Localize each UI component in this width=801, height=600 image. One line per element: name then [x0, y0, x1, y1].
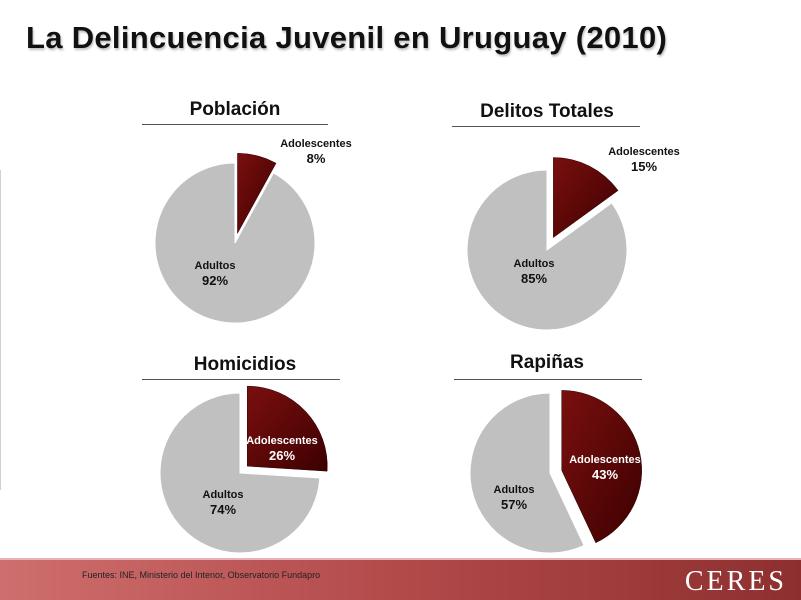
- ceres-logo: CERES: [684, 566, 787, 597]
- slice-label-adultos: Adultos: [203, 489, 244, 501]
- pie-slice-adultos: [154, 162, 316, 324]
- title-rule: [452, 126, 640, 127]
- title-rule: [142, 379, 340, 380]
- source-note: Fuentes: INE, Ministerio del Intenor, Ob…: [82, 570, 321, 580]
- value-label-adolescentes: 43%: [592, 467, 618, 482]
- pie-slice-adolescentes: [237, 153, 277, 234]
- slice-label-adultos: Adultos: [195, 260, 236, 272]
- slice-label-adolescentes: Adolescentes: [246, 435, 318, 447]
- chart-title: Homicidios: [193, 354, 297, 375]
- pie-slice-adultos: [469, 392, 585, 554]
- value-label-adolescentes: 8%: [307, 151, 326, 166]
- pie-slice-adolescentes: [561, 390, 642, 544]
- pie-panel-rapinas: Rapiñas Adolescentes 43% Adultos 57%: [432, 348, 662, 578]
- slice-label-adultos: Adultos: [494, 484, 535, 496]
- chart-title: Delitos Totales: [480, 101, 614, 122]
- value-label-adultos: 92%: [202, 273, 228, 288]
- value-label-adultos: 85%: [521, 271, 547, 286]
- value-label-adolescentes: 15%: [631, 159, 657, 174]
- title-rule: [454, 379, 642, 380]
- slice-label-adolescentes: Adolescentes: [280, 138, 352, 150]
- value-label-adultos: 57%: [501, 497, 527, 512]
- pie-slice-adolescentes: [247, 385, 328, 472]
- slice-label-adultos: Adultos: [514, 258, 555, 270]
- footer-highlight: [0, 558, 801, 560]
- slice-label-adolescentes: Adolescentes: [569, 454, 641, 466]
- pie-slice-adultos: [159, 392, 321, 554]
- chart-title: Rapiñas: [510, 352, 584, 373]
- slice-label-adolescentes: Adolescentes: [608, 146, 680, 158]
- pie-slice-adultos: [466, 169, 628, 331]
- left-edge-line: [0, 170, 1, 490]
- pie-slice-adolescentes: [553, 157, 619, 239]
- pie-panel-poblacion: Población Adolescentes 8% Adultos 92%: [120, 95, 352, 325]
- footer-band: [0, 560, 801, 600]
- value-label-adultos: 74%: [210, 502, 236, 517]
- pie-panel-homicidios: Homicidios Adolescentes 26% Adultos 74%: [130, 348, 360, 578]
- value-label-adolescentes: 26%: [269, 448, 295, 463]
- chart-title: Población: [189, 99, 281, 120]
- title-rule: [142, 124, 328, 125]
- page-title: La Delincuencia Juvenil en Uruguay (2010…: [26, 20, 668, 55]
- pie-panel-delitos-totales: Delitos Totales Adolescentes 15% Adultos 85…: [432, 95, 680, 331]
